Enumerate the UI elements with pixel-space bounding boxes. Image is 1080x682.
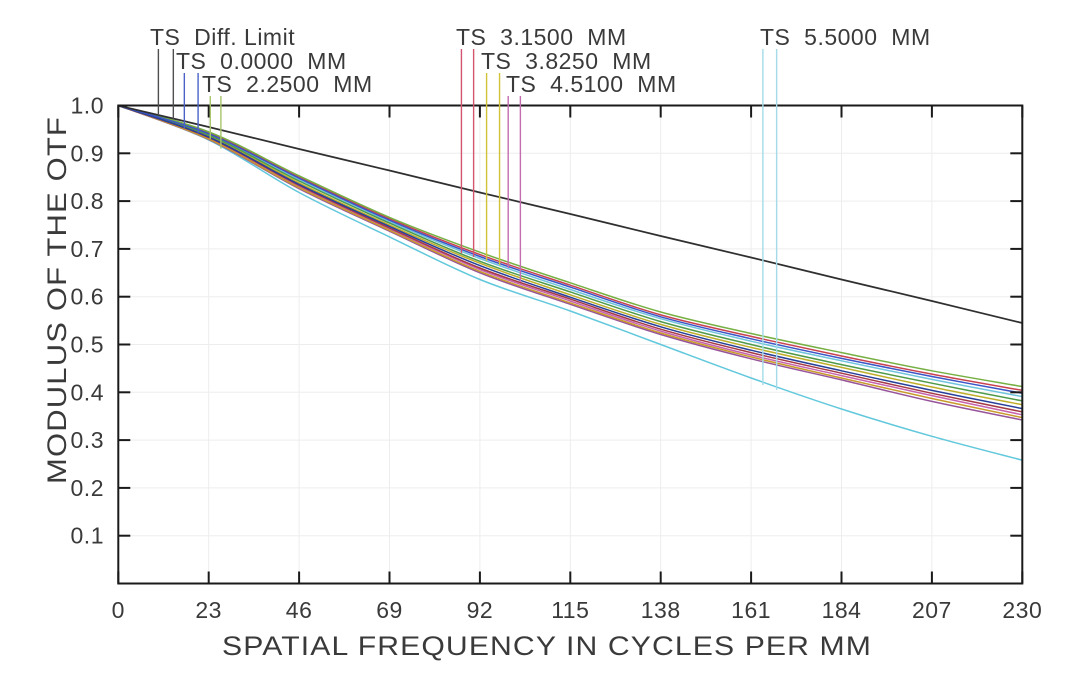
x-tick-label: 92	[467, 597, 494, 623]
legend-label: TS 5.5000 MM	[760, 24, 931, 50]
legend-label: TS 3.1500 MM	[456, 24, 627, 50]
x-axis-title: SPATIAL FREQUENCY IN CYCLES PER MM	[222, 631, 872, 661]
x-tick-label: 115	[551, 597, 589, 623]
x-tick-label: 23	[195, 597, 222, 623]
y-tick-label: 0.8	[71, 188, 104, 214]
y-tick-label: 0.1	[71, 523, 104, 549]
y-tick-label: 0.5	[71, 332, 104, 358]
mtf-curve-2-2500-mm-t	[118, 104, 1023, 388]
y-axis-title: MODULUS OF THE OTF	[42, 116, 72, 484]
y-tick-label: 0.3	[71, 427, 104, 453]
y-tick-label: 0.2	[71, 475, 104, 501]
x-tick-label: 161	[731, 597, 771, 623]
mtf-curve-3-1500-mm-t	[118, 104, 1023, 392]
y-tick-label: 0.7	[71, 236, 104, 262]
mtf-curve-0-0000-mm-t	[118, 104, 1023, 395]
x-tick-label: 207	[912, 597, 952, 623]
x-tick-label: 46	[286, 597, 313, 623]
legend-label: TS 2.2500 MM	[202, 71, 373, 97]
legend-label: TS Diff. Limit	[150, 24, 295, 50]
x-tick-label: 138	[641, 597, 681, 623]
mtf-curve-3-8250-mm-s	[118, 104, 1023, 419]
y-tick-label: 0.6	[71, 284, 104, 310]
legend-label: TS 4.5100 MM	[506, 71, 677, 97]
x-tick-label: 230	[1002, 597, 1042, 623]
mtf-curve-2-2500-mm-s	[118, 104, 1023, 402]
mtf-curve-diff-limit	[118, 104, 1023, 324]
mtf-curve-5-5000-mm-t	[118, 104, 1023, 398]
legend-label: TS 0.0000 MM	[176, 48, 347, 74]
y-tick-label: 1.0	[71, 93, 104, 119]
legend-label: TS 3.8250 MM	[481, 48, 652, 74]
tick-layer	[117, 104, 1024, 584]
mtf-curve-0-0000-mm-s	[118, 104, 1023, 410]
tick-label-layer: 0 23 46 69 92 115 138 161 184 207 230 0.1 0.2 0.3 0.4 0…	[71, 93, 1042, 624]
mtf-curve-3-8250-mm-t	[118, 104, 1023, 406]
curve-layer	[118, 104, 1023, 461]
y-tick-label: 0.4	[71, 379, 104, 405]
x-tick-label: 69	[376, 597, 403, 623]
mtf-curve-5-5000-mm-s	[118, 104, 1023, 461]
y-tick-label: 0.9	[71, 140, 104, 166]
x-tick-label: 184	[822, 597, 862, 623]
grid-layer	[118, 105, 1023, 584]
x-tick-label: 0	[112, 597, 125, 623]
